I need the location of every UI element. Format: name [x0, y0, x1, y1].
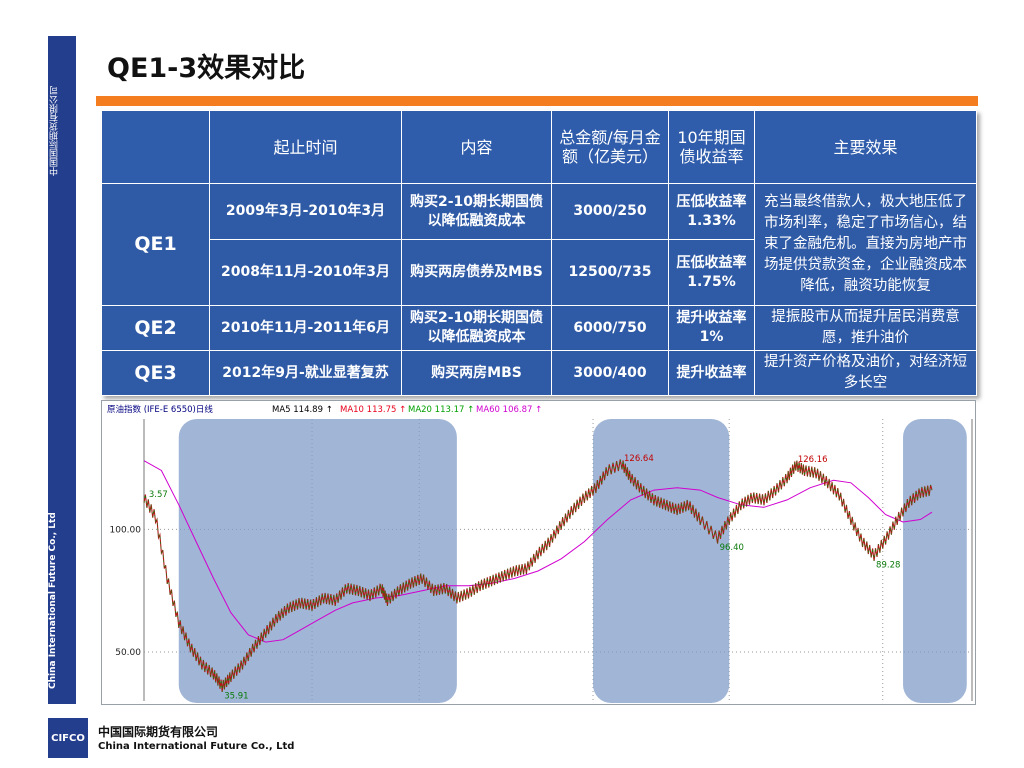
data-annotation-label: 126.64: [624, 454, 654, 464]
series-line-ma20: [143, 459, 933, 692]
header-yield: 10年期国债收益率: [668, 110, 755, 184]
side-company-cn: 中国国际期货有限公司: [50, 86, 60, 176]
qe2-name: QE2: [101, 305, 210, 351]
y-tick-label: 50.00: [115, 648, 141, 658]
qe1-name: QE1: [101, 183, 210, 306]
title-divider: [96, 96, 978, 106]
data-annotation-label: 126.16: [798, 455, 828, 465]
qe1-row1-period: 2009年3月-2010年3月: [209, 183, 402, 240]
data-annotation-label: 3.57: [149, 490, 168, 500]
y-tick-label: 100.00: [110, 525, 142, 535]
data-annotation-label: 35.91: [224, 692, 248, 702]
legend-entry: MA60 106.87 ↑: [476, 405, 542, 415]
qe1-row2-amount: 12500/735: [551, 239, 669, 306]
qe-period-highlight: [903, 419, 967, 703]
legend-entry: MA10 113.75 ↑: [340, 405, 406, 415]
table-row: QE1 2009年3月-2010年3月 购买2-10期长期国债以降低融资成本 3…: [101, 183, 977, 306]
data-annotation-label: 89.28: [876, 561, 900, 571]
chart-canvas: 50.00 100.00 3.57 126.64 126.16 96.40 89.28 35.…: [107, 404, 973, 703]
table-header-row: 起止时间 内容 总金额/每月金额（亿美元） 10年期国债收益率 主要效果: [101, 110, 977, 184]
qe3-period: 2012年9月-就业显著复苏: [209, 350, 402, 396]
header-amount: 总金额/每月金额（亿美元）: [551, 110, 669, 184]
qe1-row1-yield: 压低收益率1.33%: [668, 183, 755, 240]
series-line-ma60: [143, 460, 933, 643]
qe3-yield: 提升收益率: [668, 350, 755, 396]
page-title: QE1-3效果对比: [107, 53, 306, 84]
header-blank: [101, 110, 210, 184]
chart-title: 原油指数 (IFE-E 6550)日线: [107, 404, 213, 415]
qe2-period: 2010年11月-2011年6月: [209, 305, 402, 351]
qe1-row1-amount: 3000/250: [551, 183, 669, 240]
qe2-content: 购买2-10期长期国债以降低融资成本: [401, 305, 552, 351]
company-logo: CIFCO: [48, 718, 88, 758]
footer-company-en: China International Future Co., Ltd: [98, 741, 295, 752]
table-row: QE2 2010年11月-2011年6月 购买2-10期长期国债以降低融资成本 …: [101, 305, 977, 351]
qe2-effect: 提振股市从而提升居民消费意愿，推升油价: [754, 305, 977, 351]
qe1-row1-content: 购买2-10期长期国债以降低融资成本: [401, 183, 552, 240]
data-annotation-label: 96.40: [720, 543, 744, 553]
qe-period-highlight: [593, 419, 730, 703]
header-period: 起止时间: [209, 110, 402, 184]
qe3-name: QE3: [101, 350, 210, 396]
qe3-content: 购买两房MBS: [401, 350, 552, 396]
legend-entry: MA20 113.17 ↑: [408, 405, 474, 415]
side-company-en: China International Future Co., Ltd: [48, 512, 58, 690]
qe3-amount: 3000/400: [551, 350, 669, 396]
qe2-yield: 提升收益率1%: [668, 305, 755, 351]
table-row: QE3 2012年9月-就业显著复苏 购买两房MBS 3000/400 提升收益…: [101, 350, 977, 396]
qe1-row2-period: 2008年11月-2010年3月: [209, 239, 402, 306]
qe1-row2-content: 购买两房债券及MBS: [401, 239, 552, 306]
footer-company-cn: 中国国际期货有限公司: [98, 725, 219, 739]
table-row: 2008年11月-2010年3月 购买两房债券及MBS 12500/735 压低…: [102, 239, 977, 306]
legend-entry: MA5 114.89 ↑: [272, 405, 333, 415]
qe2-amount: 6000/750: [551, 305, 669, 351]
qe1-row2-yield: 压低收益率1.75%: [668, 239, 755, 306]
qe1-effect: 充当最终借款人，极大地压低了市场利率，稳定了市场信心，结束了金融危机。直接为房地…: [754, 183, 977, 306]
qe3-effect: 提升资产价格及油价，对经济短多长空: [754, 350, 977, 396]
qe-period-highlight: [178, 419, 457, 703]
qe-comparison-table: 起止时间 内容 总金额/每月金额（亿美元） 10年期国债收益率 主要效果 QE1…: [101, 110, 977, 396]
header-effect: 主要效果: [754, 110, 977, 184]
header-content: 内容: [401, 110, 552, 184]
side-brand-bar: 中国国际期货有限公司 China International Future Co…: [48, 36, 76, 704]
crude-oil-chart: 50.00 100.00 3.57 126.64 126.16 96.40 89.28 35.…: [101, 400, 976, 705]
